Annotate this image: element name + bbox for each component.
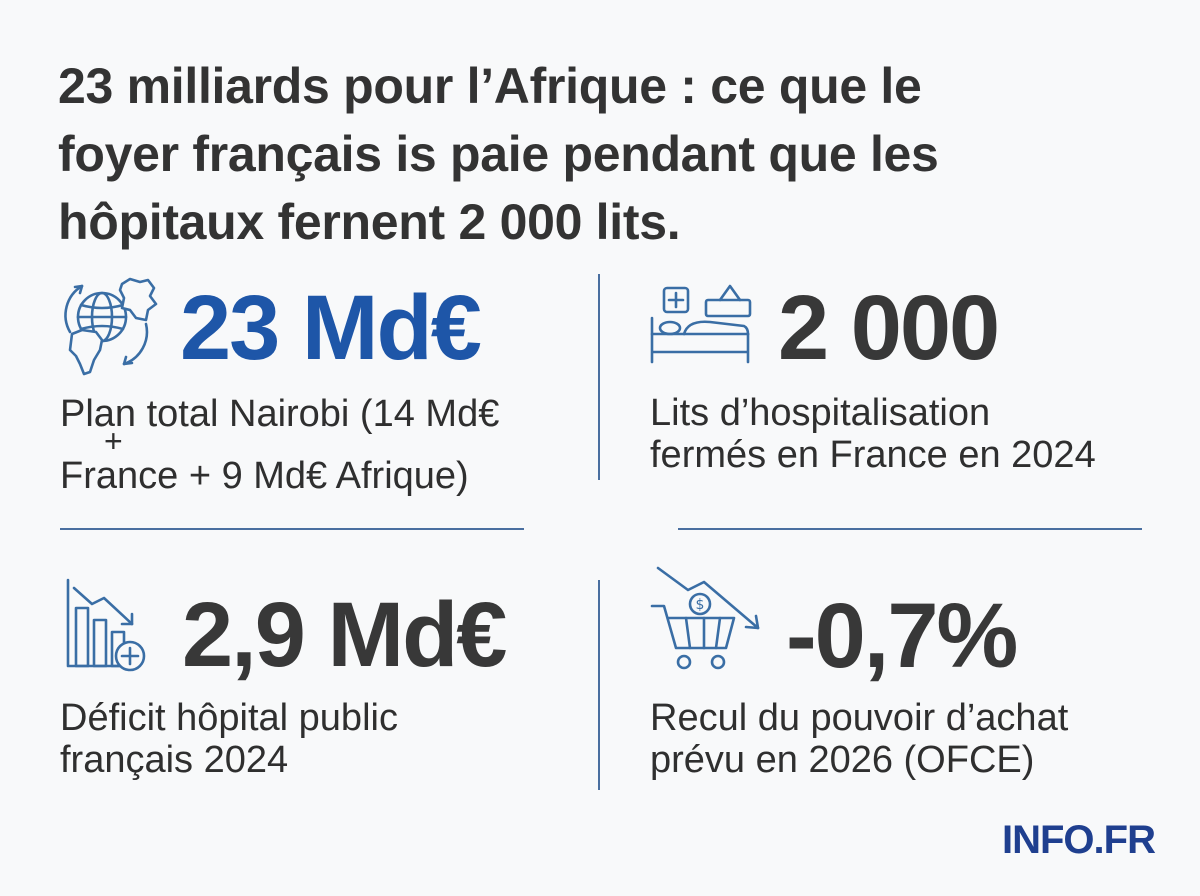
vertical-divider-top — [598, 274, 600, 480]
shopping-cart-decline-icon: $ — [648, 566, 766, 678]
horizontal-divider-right — [678, 528, 1142, 530]
stat-description: Déficit hôpital public français 2024 — [60, 697, 398, 781]
declining-chart-medical-icon — [64, 578, 154, 678]
stat-description-line: prévu en 2026 (OFCE) — [650, 739, 1035, 781]
stat-description-line: Déficit hôpital public — [60, 697, 398, 739]
stat-value: 2 000 — [778, 277, 1000, 379]
stat-description-line: + — [104, 423, 123, 459]
headline-line: 23 milliards pour l’Afrique : ce que le — [58, 58, 922, 114]
stat-description-line: Lits d’hospitalisation — [650, 392, 991, 434]
hospital-bed-icon — [648, 278, 756, 370]
stat-description-line: français 2024 — [60, 739, 289, 781]
stat-value: 2,9 Md€ — [182, 584, 507, 686]
stat-description-line: fermés en France en 2024 — [650, 434, 1096, 476]
vertical-divider-bottom — [598, 580, 600, 790]
stat-description: Plan total Nairobi (14 Md€ + France + 9 … — [60, 393, 499, 497]
horizontal-divider-left — [60, 528, 524, 530]
globe-africa-europe-icon — [62, 272, 172, 382]
stat-value: -0,7% — [786, 585, 1018, 687]
brand-logo: INFO.FR — [1002, 818, 1156, 862]
headline-line: foyer français is paie pendant que les — [58, 126, 939, 182]
stat-description: Lits d’hospitalisation fermés en France … — [650, 392, 1096, 476]
stat-description: Recul du pouvoir d’achat prévu en 2026 (… — [650, 697, 1068, 781]
stat-value: 23 Md€ — [180, 277, 482, 379]
svg-text:$: $ — [696, 597, 705, 613]
stat-description-line: Recul du pouvoir d’achat — [650, 697, 1069, 739]
headline-line: hôpitaux fernent 2 000 lits. — [58, 194, 681, 250]
headline: 23 milliards pour l’Afrique : ce que le … — [58, 52, 1158, 256]
stat-description-line: France + 9 Md€ Afrique) — [60, 455, 469, 497]
stat-description-line: Plan total Nairobi (14 Md€ — [60, 393, 500, 435]
